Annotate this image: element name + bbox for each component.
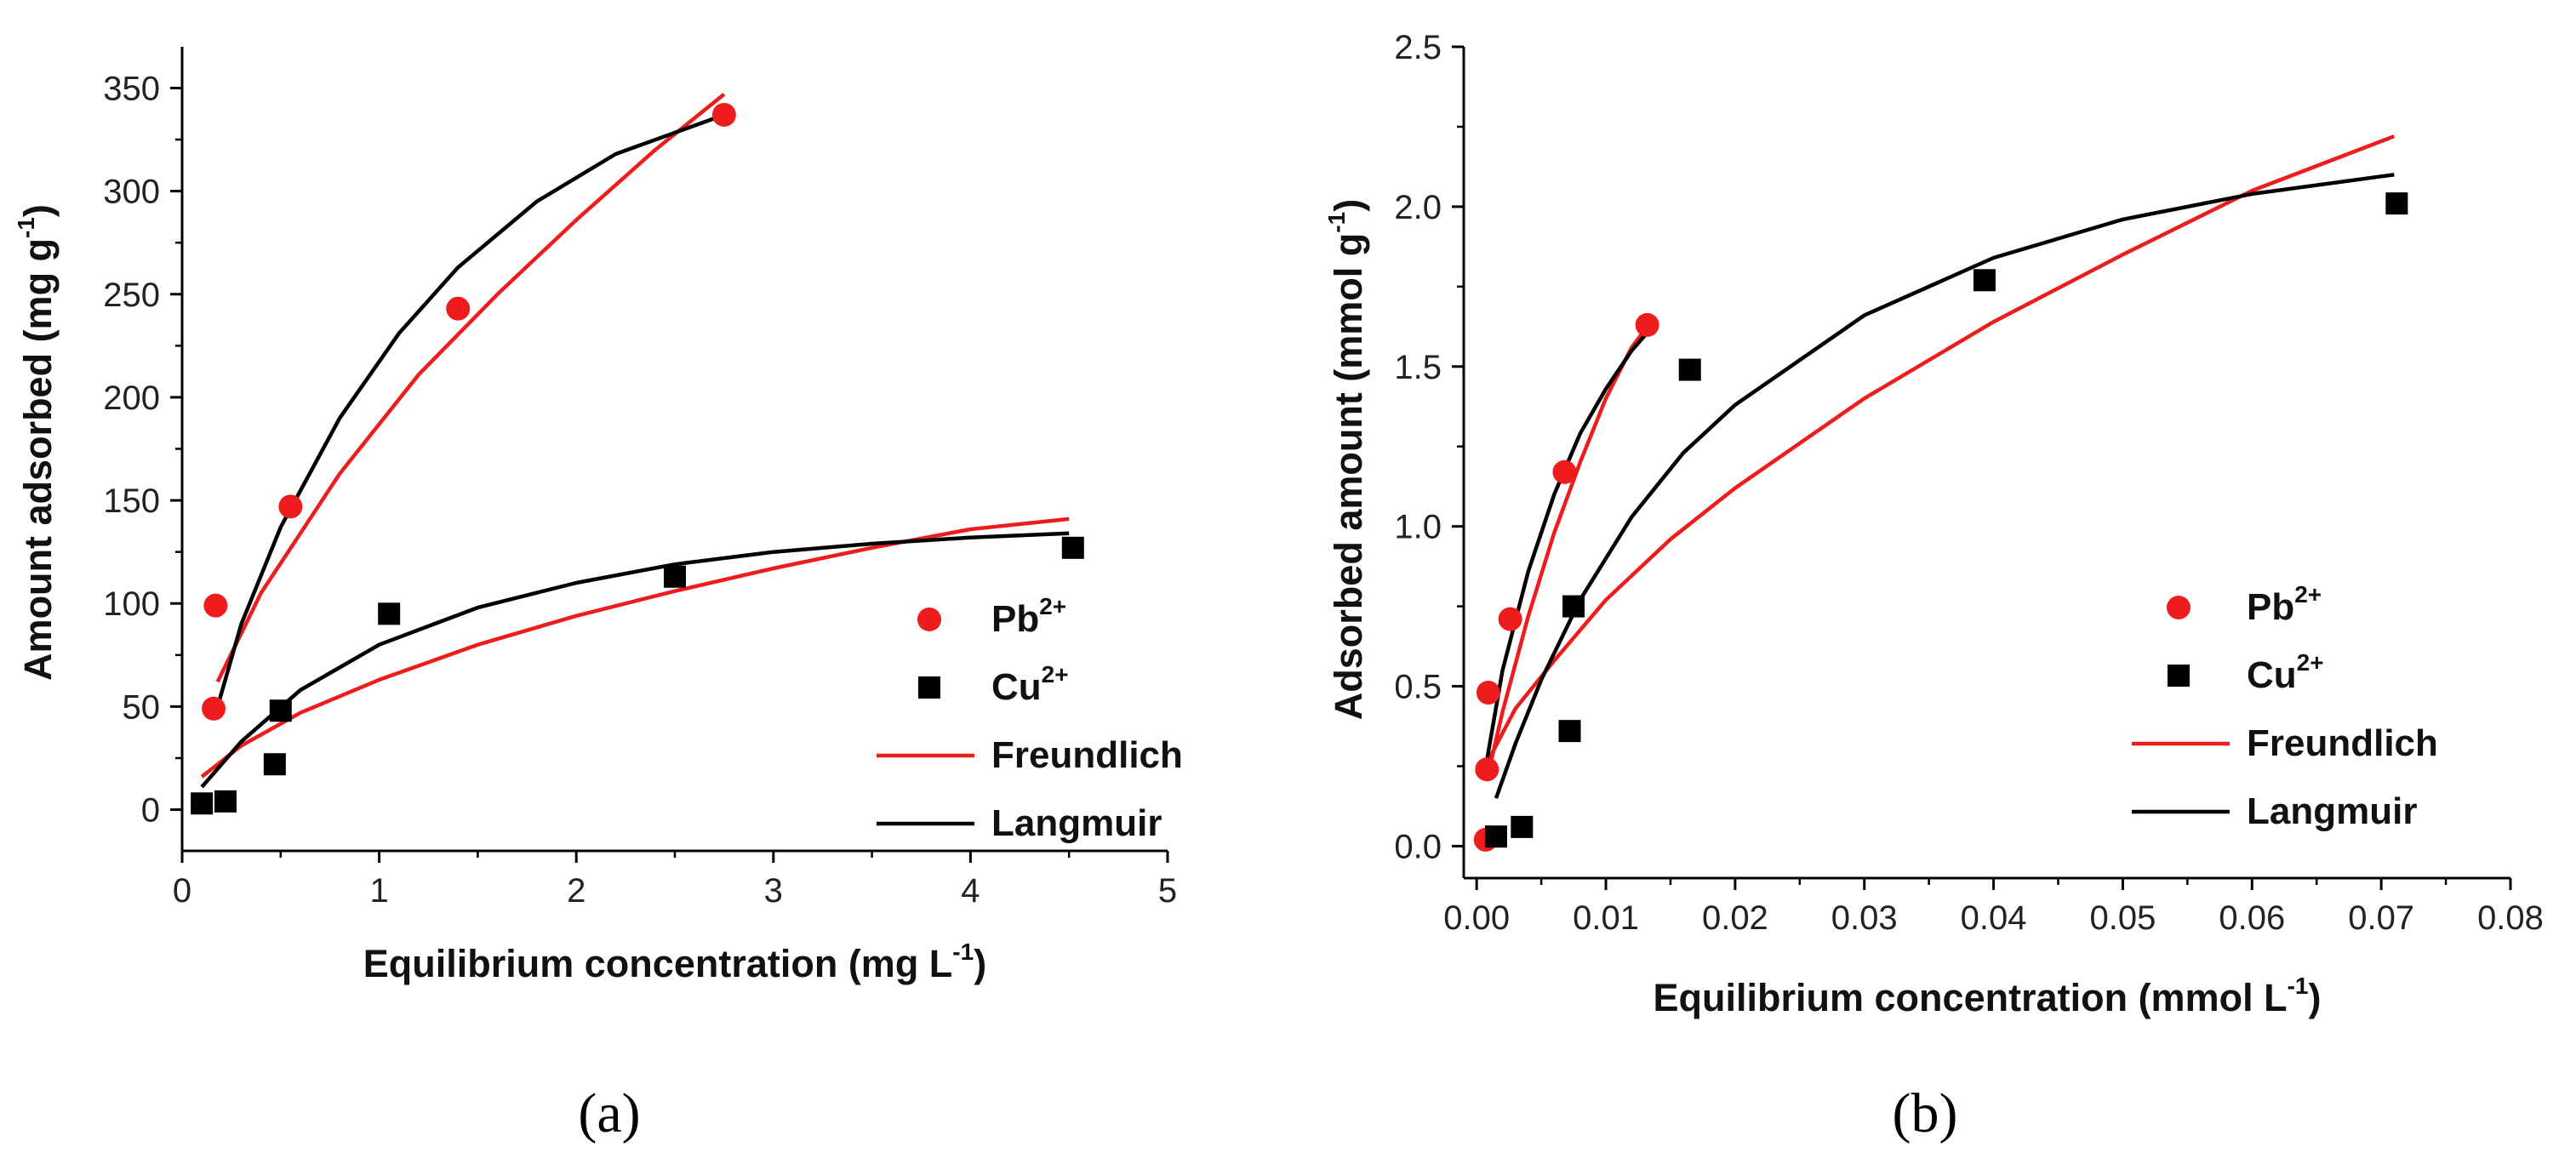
- pb-data-point: [202, 696, 226, 721]
- legend-marker-cu: [918, 676, 940, 699]
- cu-data-point: [2385, 192, 2408, 215]
- x-tick-label: 0.07: [2348, 899, 2414, 937]
- pb-data-point: [711, 102, 736, 127]
- x-tick-label: 4: [961, 872, 980, 910]
- cu-data-point: [1558, 720, 1581, 743]
- legend-marker-cu: [2168, 665, 2190, 687]
- y-tick-label: 350: [103, 70, 160, 107]
- legend-marker-pb: [917, 608, 941, 631]
- x-axis-label: Equilibrium concentration (mmol L-1): [1654, 973, 2322, 1019]
- pb-data-point: [1552, 459, 1577, 484]
- x-tick-label: 0.03: [1831, 899, 1898, 937]
- freundlich-fit-line: [200, 516, 1070, 779]
- legend-marker-pb: [2167, 596, 2190, 619]
- cu-data-point: [664, 565, 686, 588]
- langmuir-fit-line: [215, 112, 725, 708]
- cu-data-point: [214, 790, 237, 813]
- y-axis-label: Amount adsorbed (mg g-1): [13, 204, 60, 681]
- pb-data-point: [1635, 312, 1659, 337]
- cu-data-point: [269, 699, 292, 722]
- panel-label: (a): [578, 1082, 640, 1144]
- pb-data-point: [1498, 607, 1522, 631]
- x-tick-label: 1: [369, 872, 388, 910]
- pb-data-point: [446, 296, 471, 321]
- cu-data-point: [1973, 269, 1996, 292]
- x-tick-label: 0.05: [2090, 899, 2156, 937]
- y-tick-label: 1.5: [1394, 349, 1442, 386]
- langmuir-fit-line: [200, 531, 1070, 789]
- y-tick-label: 100: [103, 585, 160, 623]
- x-tick-label: 0.06: [2219, 899, 2285, 937]
- x-tick-label: 2: [567, 872, 585, 910]
- chart-b: 0.00 0.01 0.02 0.03 0.04 0.05 0.06 0.07 0.08 0.0 0…: [1323, 29, 2544, 1144]
- y-tick-label: 150: [103, 482, 160, 520]
- x-tick-label: 0.04: [1961, 899, 2027, 937]
- y-tick-label: 2.0: [1394, 189, 1442, 226]
- x-tick-label: 0.02: [1702, 899, 1768, 937]
- y-tick-label: 250: [103, 277, 160, 314]
- legend-label-cu: Cu2+: [991, 661, 1069, 708]
- x-axis-label: Equilibrium concentration (mg L-1): [363, 939, 986, 985]
- x-tick-label: 0.00: [1443, 899, 1510, 937]
- cu-data-point: [1484, 825, 1507, 848]
- legend-label-freundlich: Freundlich: [991, 734, 1183, 776]
- pb-data-point: [278, 494, 303, 519]
- x-tick-label: 0.01: [1573, 899, 1639, 937]
- cu-data-point: [263, 753, 286, 776]
- cu-data-point: [191, 792, 214, 815]
- y-tick-label: 200: [103, 379, 160, 417]
- cu-data-point: [1562, 595, 1585, 618]
- cu-data-point: [1061, 536, 1084, 559]
- panel-label: (b): [1893, 1082, 1958, 1144]
- cu-data-point: [1678, 358, 1701, 381]
- y-tick-label: 0.5: [1394, 669, 1442, 706]
- legend-label-pb: Pb2+: [2247, 581, 2322, 628]
- x-tick-label: 0.08: [2477, 899, 2544, 937]
- langmuir-fit-line: [1485, 329, 1650, 761]
- x-tick-label: 5: [1158, 872, 1177, 910]
- legend: Pb2+ Cu2+ Freundlich Langmuir: [877, 593, 1183, 844]
- legend-label-langmuir: Langmuir: [2247, 790, 2417, 832]
- legend-label-langmuir: Langmuir: [991, 802, 1162, 844]
- langmuir-fit-line: [1494, 173, 2395, 799]
- legend-label-freundlich: Freundlich: [2247, 722, 2438, 764]
- y-tick-label: 300: [103, 174, 160, 211]
- legend: Pb2+ Cu2+ Freundlich Langmuir: [2132, 581, 2438, 832]
- y-tick-label: 0.0: [1394, 828, 1442, 865]
- pb-data-point: [1476, 681, 1500, 705]
- x-tick-label: 3: [764, 872, 783, 910]
- y-tick-label: 1.0: [1394, 509, 1442, 546]
- y-tick-label: 50: [123, 688, 161, 726]
- x-tick-label: 0: [173, 872, 191, 910]
- cu-data-point: [378, 602, 401, 625]
- freundlich-fit-line: [1485, 323, 1650, 780]
- y-tick-label: 2.5: [1394, 29, 1442, 66]
- pb-data-point: [203, 593, 228, 618]
- y-tick-label: 0: [141, 792, 160, 830]
- legend-label-pb: Pb2+: [991, 593, 1066, 640]
- pb-data-point: [1475, 757, 1499, 782]
- freundlich-fit-line: [215, 92, 726, 683]
- cu-data-point: [1511, 815, 1534, 838]
- legend-label-cu: Cu2+: [2247, 649, 2324, 696]
- y-axis-label: Adsorbed amount (mmol g-1): [1323, 199, 1370, 720]
